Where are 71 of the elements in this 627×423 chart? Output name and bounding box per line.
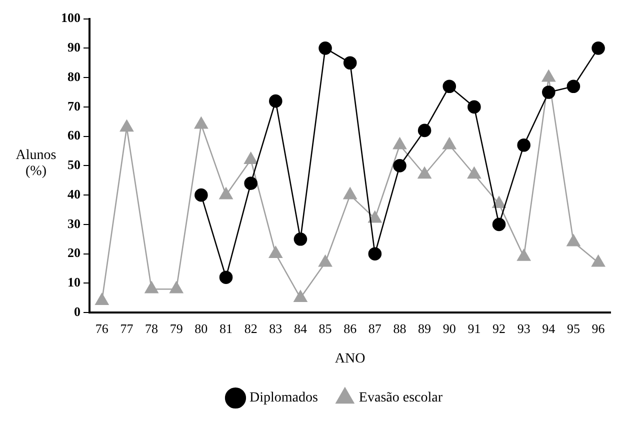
y-tick-label: 30 xyxy=(68,216,80,231)
point xyxy=(194,116,208,129)
point xyxy=(592,42,605,55)
legend-label: Diplomados xyxy=(249,390,318,406)
point xyxy=(144,281,158,294)
y-tick-label: 20 xyxy=(68,245,80,260)
point xyxy=(492,218,506,232)
point xyxy=(517,249,531,261)
point xyxy=(170,281,184,294)
y-tick-label: 90 xyxy=(68,40,80,55)
y-axis-title: Alunos (%) xyxy=(14,148,58,180)
point xyxy=(393,137,406,150)
x-tick-label: 93 xyxy=(517,320,530,336)
point xyxy=(219,187,233,200)
point xyxy=(318,42,332,55)
x-tick-label: 94 xyxy=(542,320,556,336)
point xyxy=(566,80,580,94)
point xyxy=(442,137,456,150)
x-tick-label: 79 xyxy=(170,320,183,336)
point xyxy=(492,196,506,208)
x-tick-label: 80 xyxy=(194,320,208,336)
x-tick-label: 84 xyxy=(294,320,308,336)
point xyxy=(592,255,606,267)
x-tick-label: 78 xyxy=(145,320,158,336)
x-tick-label: 85 xyxy=(318,320,332,336)
point xyxy=(244,152,258,164)
point xyxy=(393,159,406,172)
point xyxy=(343,56,357,70)
point xyxy=(343,187,357,200)
x-tick-label: 96 xyxy=(592,320,606,336)
point xyxy=(517,138,530,152)
point xyxy=(95,293,109,305)
point xyxy=(467,166,481,179)
point xyxy=(318,255,332,267)
x-tick-label: 92 xyxy=(492,320,506,336)
x-tick-label: 95 xyxy=(566,320,580,336)
y-tick-label: 100 xyxy=(61,10,80,26)
point xyxy=(194,188,208,202)
point xyxy=(244,176,258,190)
point xyxy=(268,94,282,108)
y-tick-label: 10 xyxy=(68,274,80,290)
x-tick-label: 81 xyxy=(220,320,233,336)
point xyxy=(566,234,580,246)
y-tick-label: 70 xyxy=(68,98,80,114)
point xyxy=(120,120,134,132)
x-tick-label: 89 xyxy=(418,320,432,336)
x-axis-title: ANO xyxy=(334,351,366,366)
legend-label: Evasão escolar xyxy=(358,390,443,406)
x-tick-label: 77 xyxy=(120,320,134,336)
point xyxy=(542,86,556,99)
point xyxy=(442,80,456,94)
x-tick-label: 87 xyxy=(368,320,382,336)
point xyxy=(468,100,481,114)
point xyxy=(368,210,382,223)
x-tick-label: 86 xyxy=(344,320,358,336)
point xyxy=(294,290,308,302)
x-tick-label: 82 xyxy=(244,320,258,336)
x-tick-label: 88 xyxy=(393,320,406,336)
point xyxy=(368,247,382,260)
y-tick-label: 50 xyxy=(68,157,80,172)
point xyxy=(418,166,432,179)
x-tick-label: 76 xyxy=(95,320,109,336)
point xyxy=(418,124,432,138)
x-tick-label: 90 xyxy=(442,320,456,336)
y-tick-label: 60 xyxy=(68,128,80,143)
x-tick-label: 83 xyxy=(269,320,282,336)
y-tick-label: 40 xyxy=(68,186,80,202)
y-tick-label: 0 xyxy=(74,304,80,319)
point xyxy=(268,246,282,258)
y-tick-label: 80 xyxy=(68,68,80,84)
x-tick-label: 91 xyxy=(468,320,481,336)
